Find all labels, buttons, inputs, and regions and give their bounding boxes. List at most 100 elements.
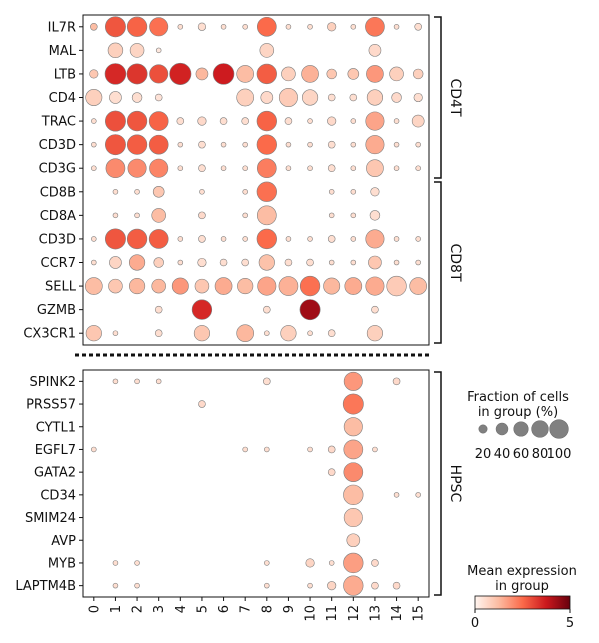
- dot: [197, 257, 207, 268]
- dot: [393, 141, 400, 148]
- x-tick-label: 5: [195, 605, 210, 613]
- dot: [307, 582, 313, 589]
- size-legend-label: 60: [513, 447, 530, 462]
- dot: [91, 259, 97, 266]
- size-legend-title-line1: Fraction of cells: [467, 390, 569, 405]
- dot: [149, 158, 169, 178]
- dot: [328, 560, 335, 566]
- dot: [368, 44, 382, 57]
- size-legend-dot: [549, 419, 569, 439]
- dot: [220, 165, 227, 171]
- gene-label: EGFL7: [35, 443, 76, 458]
- color-legend-title-line2: in group: [495, 579, 549, 594]
- size-legend-label: 80: [532, 447, 549, 462]
- dot: [104, 110, 126, 132]
- dot: [257, 276, 277, 296]
- dot: [392, 377, 401, 386]
- dot: [412, 68, 424, 80]
- dot: [284, 117, 293, 125]
- dot: [281, 66, 296, 82]
- dot: [134, 378, 140, 385]
- dot: [284, 258, 293, 267]
- dot: [346, 533, 361, 548]
- dot: [198, 164, 206, 172]
- x-tick-label: 4: [174, 605, 189, 613]
- dot: [260, 91, 274, 104]
- dot: [327, 329, 336, 337]
- dot: [256, 205, 277, 226]
- colorbar-tick-label: 0: [471, 616, 479, 631]
- size-legend-label: 100: [547, 447, 572, 462]
- dot: [307, 236, 313, 242]
- dot: [327, 581, 337, 591]
- group-label: CD4T: [447, 78, 463, 116]
- dot: [365, 229, 385, 249]
- dot: [242, 236, 248, 242]
- dot: [198, 140, 206, 149]
- color-legend-title-line1: Mean expression: [467, 564, 577, 579]
- dot: [343, 462, 364, 482]
- dot: [241, 258, 249, 267]
- dot: [344, 277, 363, 295]
- x-tick-label: 15: [412, 605, 427, 622]
- dot: [259, 43, 275, 58]
- x-tick-label: 6: [217, 605, 232, 613]
- dot: [343, 484, 364, 505]
- dot: [242, 189, 248, 195]
- dot: [242, 165, 248, 171]
- dot: [327, 116, 337, 126]
- dot: [242, 24, 248, 30]
- dot: [413, 92, 423, 103]
- dot: [237, 277, 254, 295]
- size-legend-label: 40: [494, 447, 511, 462]
- dot: [371, 559, 379, 567]
- dot: [242, 141, 248, 148]
- dot: [112, 189, 119, 195]
- dot: [129, 43, 145, 58]
- x-axis: 0 1 2 3 4 5 6 7 8 9 10 11 12 13 14 15: [87, 597, 427, 622]
- dot: [350, 259, 357, 266]
- gene-label: LAPTM4B: [15, 579, 76, 594]
- dot: [109, 91, 122, 104]
- panel-frame: [82, 14, 430, 346]
- size-legend-title-line2: in group (%): [478, 405, 558, 420]
- dot: [194, 278, 210, 294]
- dot: [264, 330, 270, 336]
- dot: [415, 165, 421, 171]
- dot: [177, 24, 184, 30]
- gene-label: LTB: [54, 67, 76, 82]
- group-label: HPSC: [447, 465, 463, 503]
- gene-label: CCR7: [41, 256, 76, 271]
- dot: [350, 165, 357, 171]
- dot: [104, 228, 126, 250]
- dot: [148, 111, 169, 131]
- dot: [126, 228, 148, 250]
- dot: [285, 165, 292, 171]
- dot: [151, 208, 166, 223]
- dot: [343, 439, 364, 460]
- dot: [191, 299, 213, 320]
- dot: [256, 181, 277, 202]
- dot: [350, 236, 357, 242]
- dot: [280, 325, 297, 342]
- dot: [393, 259, 400, 266]
- dot: [134, 560, 140, 566]
- dot: [350, 189, 357, 195]
- dot: [343, 508, 363, 528]
- dot: [393, 118, 400, 124]
- dot: [128, 254, 146, 271]
- gene-label: GATA2: [34, 466, 76, 481]
- dot: [323, 277, 341, 295]
- dot: [256, 228, 277, 250]
- dot: [256, 134, 277, 155]
- dot: [393, 165, 400, 171]
- x-tick-label: 0: [87, 605, 102, 613]
- dot: [264, 560, 270, 566]
- x-tick-label: 1: [109, 605, 124, 613]
- dot: [91, 446, 97, 453]
- dot: [415, 141, 421, 148]
- dot: [104, 134, 126, 156]
